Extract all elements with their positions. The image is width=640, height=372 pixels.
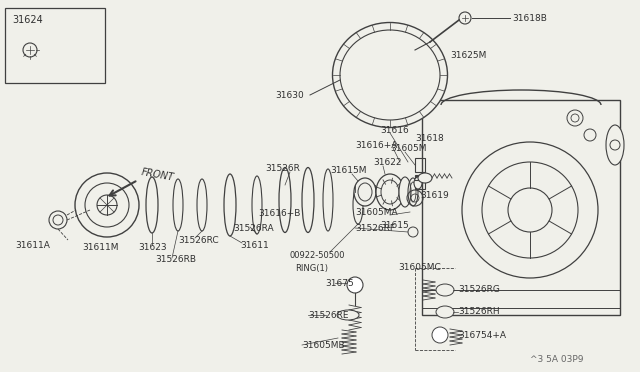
Text: 31526RE: 31526RE — [308, 311, 349, 320]
Text: 31630: 31630 — [275, 90, 304, 99]
Ellipse shape — [353, 186, 363, 224]
Text: 31526RH: 31526RH — [458, 308, 500, 317]
Text: FRONT: FRONT — [140, 167, 175, 183]
Ellipse shape — [224, 174, 236, 236]
Ellipse shape — [414, 177, 422, 189]
Ellipse shape — [323, 169, 333, 231]
Bar — [422, 290, 620, 308]
Ellipse shape — [146, 177, 158, 233]
Text: 31625M: 31625M — [450, 51, 486, 60]
Bar — [415, 158, 425, 172]
Text: 31526R: 31526R — [265, 164, 300, 173]
Text: 31611: 31611 — [240, 241, 269, 250]
Text: 31526RC: 31526RC — [178, 235, 219, 244]
Bar — [5, 8, 105, 83]
Text: 31526RF: 31526RF — [355, 224, 395, 232]
Ellipse shape — [302, 167, 314, 232]
Bar — [415, 175, 425, 189]
Ellipse shape — [436, 284, 454, 296]
Ellipse shape — [197, 179, 207, 231]
Ellipse shape — [376, 174, 404, 210]
Text: 00922-50500: 00922-50500 — [290, 250, 346, 260]
Bar — [422, 100, 620, 315]
Ellipse shape — [279, 167, 291, 232]
Text: 31619: 31619 — [420, 190, 449, 199]
Ellipse shape — [333, 22, 447, 128]
Text: 31616+B: 31616+B — [258, 208, 300, 218]
Text: 31605MB: 31605MB — [302, 340, 344, 350]
Ellipse shape — [337, 310, 359, 320]
Text: 31526RB: 31526RB — [155, 256, 196, 264]
Ellipse shape — [173, 179, 183, 231]
Text: 31605M: 31605M — [390, 144, 426, 153]
Text: 31605MC: 31605MC — [398, 263, 441, 273]
Text: 31624: 31624 — [12, 15, 43, 25]
Text: ^3 5A 03P9: ^3 5A 03P9 — [530, 356, 584, 365]
Text: 316754+A: 316754+A — [458, 330, 506, 340]
Circle shape — [347, 277, 363, 293]
Ellipse shape — [418, 173, 432, 183]
Text: 31615M: 31615M — [330, 166, 367, 174]
Text: 31616: 31616 — [380, 125, 409, 135]
Ellipse shape — [252, 176, 262, 234]
Text: 31616+A: 31616+A — [355, 141, 397, 150]
Text: 31618: 31618 — [415, 134, 444, 142]
Text: 31611A: 31611A — [15, 241, 50, 250]
Text: 31605MA: 31605MA — [355, 208, 397, 217]
Text: 31526RG: 31526RG — [458, 285, 500, 295]
Text: 31526RA: 31526RA — [233, 224, 274, 232]
Ellipse shape — [399, 177, 411, 207]
Text: 31618B: 31618B — [512, 13, 547, 22]
Circle shape — [432, 327, 448, 343]
Ellipse shape — [606, 125, 624, 165]
Ellipse shape — [436, 306, 454, 318]
Text: RING(1): RING(1) — [295, 263, 328, 273]
Text: 31623: 31623 — [138, 244, 166, 253]
Text: 31611M: 31611M — [82, 244, 118, 253]
Ellipse shape — [354, 178, 376, 206]
Text: 31615: 31615 — [380, 221, 409, 230]
Text: 31622: 31622 — [373, 157, 401, 167]
Text: 31675: 31675 — [325, 279, 354, 288]
